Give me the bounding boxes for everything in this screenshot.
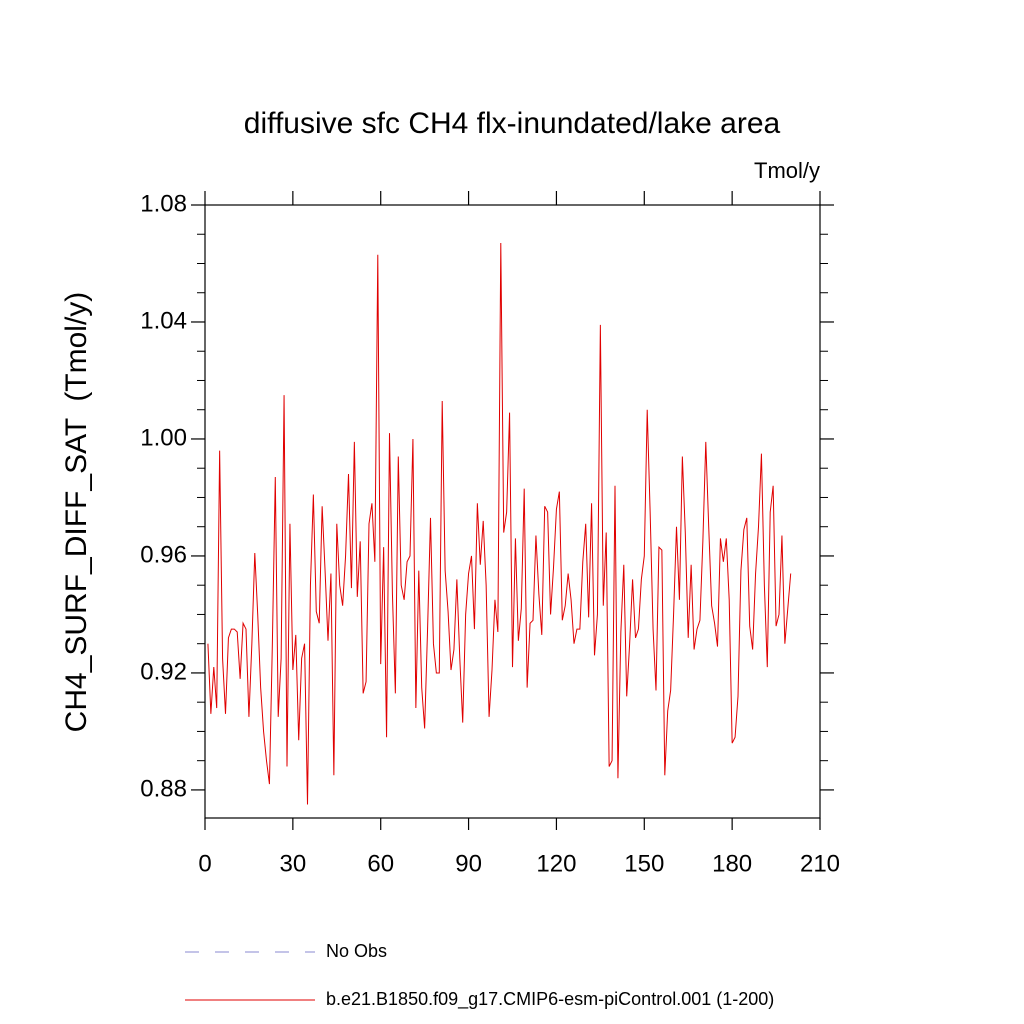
x-tick-label: 30 bbox=[280, 850, 307, 877]
y-tick-label: 1.00 bbox=[140, 424, 187, 451]
x-tick-label: 180 bbox=[712, 850, 752, 877]
x-tick-label: 60 bbox=[367, 850, 394, 877]
y-tick-label: 0.92 bbox=[140, 658, 187, 685]
y-tick-label: 0.96 bbox=[140, 541, 187, 568]
chart-title: diffusive sfc CH4 flx-inundated/lake are… bbox=[244, 107, 781, 140]
x-tick-label: 120 bbox=[536, 850, 576, 877]
y-tick-label: 0.88 bbox=[140, 775, 187, 802]
plot-frame bbox=[204, 204, 821, 819]
y-tick-label: 1.04 bbox=[140, 307, 187, 334]
data-line bbox=[207, 243, 792, 805]
x-tick-label: 150 bbox=[624, 850, 664, 877]
y-tick-label: 1.08 bbox=[140, 190, 187, 217]
x-tick-label: 90 bbox=[455, 850, 482, 877]
x-tick-label: 210 bbox=[800, 850, 840, 877]
x-tick-label: 0 bbox=[198, 850, 211, 877]
legend-label: b.e21.B1850.f09_g17.CMIP6-esm-piControl.… bbox=[326, 989, 774, 1010]
y-axis-label: CH4_SURF_DIFF_SAT (Tmol/y) bbox=[60, 292, 93, 733]
legend-label: No Obs bbox=[326, 941, 387, 961]
units-label: Tmol/y bbox=[754, 158, 820, 183]
